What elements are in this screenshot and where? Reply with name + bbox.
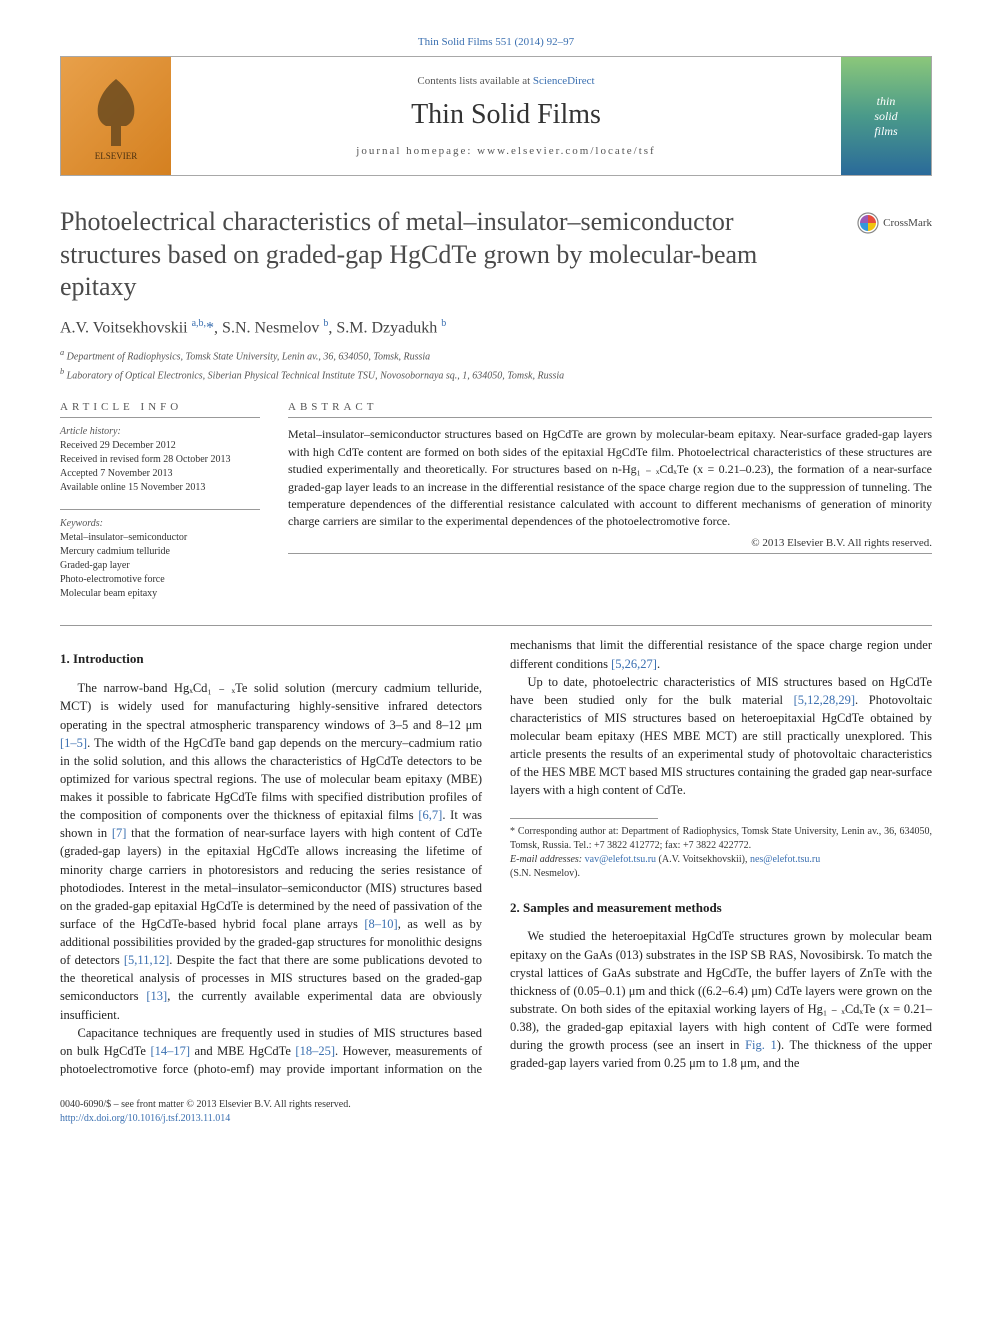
history-item: Available online 15 November 2013 xyxy=(60,481,260,495)
abstract-block: ABSTRACT Metal–insulator–semiconductor s… xyxy=(288,401,932,601)
email-link-2[interactable]: nes@elefot.tsu.ru xyxy=(750,854,820,865)
elsevier-tree-icon: ELSEVIER xyxy=(76,71,156,161)
keyword-item: Photo-electromotive force xyxy=(60,573,260,587)
section-intro-head: 1. Introduction xyxy=(60,650,482,669)
journal-cover-thumb: thin solid films xyxy=(841,57,931,175)
history-item: Received in revised form 28 October 2013 xyxy=(60,453,260,467)
keyword-item: Metal–insulator–semiconductor xyxy=(60,531,260,545)
cover-word-3: films xyxy=(874,124,897,139)
rule xyxy=(288,417,932,418)
keyword-item: Molecular beam epitaxy xyxy=(60,587,260,601)
affiliation-line: a Department of Radiophysics, Tomsk Stat… xyxy=(60,347,932,364)
abstract-copyright: © 2013 Elsevier B.V. All rights reserved… xyxy=(288,537,932,549)
article-info-heading: ARTICLE INFO xyxy=(60,401,260,413)
keyword-item: Graded-gap layer xyxy=(60,559,260,573)
body-columns: 1. Introduction The narrow-band HgₓCd₁ ₋… xyxy=(60,636,932,1078)
cover-word-2: solid xyxy=(874,109,897,124)
keyword-item: Mercury cadmium telluride xyxy=(60,545,260,559)
journal-header-box: ELSEVIER Contents lists available at Sci… xyxy=(60,56,932,176)
body-paragraph: The narrow-band HgₓCd₁ ₋ ₓTe solid solut… xyxy=(60,679,482,1023)
journal-reference: Thin Solid Films 551 (2014) 92–97 xyxy=(60,36,932,48)
rule xyxy=(288,553,932,554)
affiliation-line: b Laboratory of Optical Electronics, Sib… xyxy=(60,366,932,383)
article-info-block: ARTICLE INFO Article history: Received 2… xyxy=(60,401,260,601)
rule xyxy=(60,417,260,418)
journal-homepage: journal homepage: www.elsevier.com/locat… xyxy=(356,145,655,157)
body-paragraph: We studied the heteroepitaxial HgCdTe st… xyxy=(510,927,932,1072)
keywords-label: Keywords: xyxy=(60,518,260,529)
article-title: Photoelectrical characteristics of metal… xyxy=(60,206,837,304)
doi-link[interactable]: http://dx.doi.org/10.1016/j.tsf.2013.11.… xyxy=(60,1113,230,1124)
sciencedirect-link[interactable]: ScienceDirect xyxy=(533,75,595,87)
authors-line: A.V. Voitsekhovskii a,b,*, S.N. Nesmelov… xyxy=(60,318,932,337)
journal-ref-link[interactable]: Thin Solid Films 551 (2014) 92–97 xyxy=(418,36,574,48)
body-paragraph: Up to date, photoelectric characteristic… xyxy=(510,673,932,800)
email-note: E-mail addresses: vav@elefot.tsu.ru (A.V… xyxy=(510,853,932,881)
bottom-block: 0040-6090/$ – see front matter © 2013 El… xyxy=(60,1098,932,1126)
elsevier-text: ELSEVIER xyxy=(95,151,138,161)
header-center: Contents lists available at ScienceDirec… xyxy=(171,57,841,175)
issn-line: 0040-6090/$ – see front matter © 2013 El… xyxy=(60,1098,932,1112)
crossmark-icon xyxy=(857,212,879,234)
contents-line: Contents lists available at ScienceDirec… xyxy=(417,75,594,87)
crossmark-badge[interactable]: CrossMark xyxy=(857,212,932,234)
history-label: Article history: xyxy=(60,426,260,437)
journal-name: Thin Solid Films xyxy=(411,99,601,131)
rule xyxy=(60,509,260,510)
email-link-1[interactable]: vav@elefot.tsu.ru xyxy=(585,854,656,865)
body-top-rule xyxy=(60,625,932,626)
elsevier-logo: ELSEVIER xyxy=(61,57,171,175)
history-list: Received 29 December 2012Received in rev… xyxy=(60,439,260,495)
affiliations: a Department of Radiophysics, Tomsk Stat… xyxy=(60,347,932,384)
history-item: Accepted 7 November 2013 xyxy=(60,467,260,481)
corresponding-note: * Corresponding author at: Department of… xyxy=(510,825,932,853)
keywords-list: Metal–insulator–semiconductorMercury cad… xyxy=(60,531,260,601)
abstract-text: Metal–insulator–semiconductor structures… xyxy=(288,426,932,530)
section-samples-head: 2. Samples and measurement methods xyxy=(510,899,932,918)
footnote-separator xyxy=(510,818,658,819)
crossmark-label: CrossMark xyxy=(883,217,932,229)
footnotes: * Corresponding author at: Department of… xyxy=(510,825,932,881)
cover-word-1: thin xyxy=(874,94,897,109)
abstract-heading: ABSTRACT xyxy=(288,401,932,413)
history-item: Received 29 December 2012 xyxy=(60,439,260,453)
